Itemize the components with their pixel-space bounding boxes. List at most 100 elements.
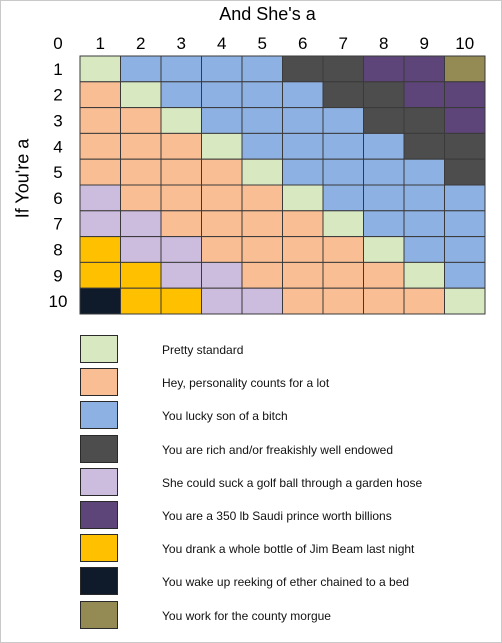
heatmap-cell — [201, 287, 243, 315]
heatmap-cell — [403, 236, 445, 263]
heatmap-cell — [120, 236, 162, 263]
y-tick-label: 4 — [53, 137, 62, 156]
heatmap-cell — [444, 107, 486, 134]
heatmap-cell — [120, 107, 162, 134]
heatmap-cell — [282, 184, 324, 212]
legend-label: You lucky son of a bitch — [162, 409, 288, 424]
heatmap-cell — [403, 261, 445, 289]
heatmap-cell — [444, 236, 486, 263]
heatmap-cell — [79, 184, 121, 212]
legend-label: Pretty standard — [162, 343, 244, 357]
heatmap-cell — [160, 81, 202, 109]
legend-swatch — [80, 335, 118, 363]
legend-item: You are a 350 lb Saudi prince worth bill… — [80, 501, 480, 531]
legend-item: Hey, personality counts for a lot — [80, 368, 480, 398]
heatmap-cell — [282, 210, 324, 238]
heatmap-cell — [363, 55, 405, 83]
heatmap-cell — [241, 287, 283, 315]
heatmap-cell — [201, 184, 243, 212]
y-tick-label: 8 — [53, 241, 62, 260]
heatmap-cell — [79, 107, 121, 134]
legend-item: You drank a whole bottle of Jim Beam las… — [80, 534, 480, 564]
y-tick-label: 3 — [53, 112, 62, 131]
heatmap-cell — [322, 184, 364, 212]
heatmap-cell — [79, 261, 121, 289]
legend-label: You are rich and/or freakishly well endo… — [162, 442, 394, 457]
heatmap-cell — [241, 81, 283, 109]
heatmap-cell — [322, 261, 364, 289]
heatmap-cell — [201, 210, 243, 238]
x-tick-label: 3 — [177, 34, 186, 53]
heatmap-cell — [201, 107, 243, 134]
heatmap-cell — [282, 55, 324, 83]
legend-label: Hey, personality counts for a lot — [162, 376, 330, 391]
heatmap-cell — [160, 107, 202, 134]
legend-item: She could suck a golf ball through a gar… — [80, 467, 480, 498]
heatmap-cell — [241, 132, 283, 160]
heatmap-cell — [160, 236, 202, 263]
heatmap-cell — [322, 55, 364, 83]
heatmap-cell — [403, 287, 445, 315]
heatmap-cell — [403, 107, 445, 134]
heatmap-cell — [363, 107, 405, 134]
heatmap-cell — [241, 236, 283, 263]
heatmap-cell — [363, 81, 405, 109]
heatmap-cell — [201, 55, 243, 83]
heatmap-cell — [322, 287, 364, 315]
legend-swatch — [80, 501, 118, 529]
heatmap-cell — [120, 261, 162, 289]
heatmap-cell — [160, 261, 202, 289]
heatmap-cell — [79, 236, 121, 263]
legend-swatch — [80, 401, 118, 430]
heatmap-cell — [444, 287, 486, 315]
y-tick-label: 2 — [53, 86, 62, 105]
x-tick-label: 2 — [136, 34, 145, 53]
heatmap-cell — [201, 261, 243, 289]
x-tick-label: 1 — [96, 34, 105, 53]
x-tick-label: 4 — [217, 34, 226, 53]
heatmap-cell — [241, 107, 283, 134]
y-tick-label: 10 — [49, 292, 68, 311]
heatmap-cell — [241, 158, 283, 186]
heatmap-cell — [363, 261, 405, 289]
legend-item: You are rich and/or freakishly well endo… — [80, 434, 480, 465]
heatmap-cell — [79, 210, 121, 238]
y-tick-label: 7 — [53, 215, 62, 234]
legend-swatch — [80, 467, 118, 496]
legend-label: You wake up reeking of ether chained to … — [162, 575, 410, 590]
heatmap-cell — [444, 132, 486, 160]
heatmap-cell — [403, 81, 445, 109]
legend-swatch — [80, 434, 118, 463]
heatmap-cell — [322, 107, 364, 134]
heatmap-cell — [120, 132, 162, 160]
heatmap-cell — [120, 55, 162, 83]
heatmap-cell — [282, 81, 324, 109]
heatmap-cell — [282, 132, 324, 160]
x-tick-label: 5 — [258, 34, 267, 53]
heatmap-cell — [444, 81, 486, 109]
heatmap-cell — [322, 81, 364, 109]
heatmap-cell — [120, 184, 162, 212]
heatmap-cell — [79, 81, 121, 109]
chart-title: And She's a — [219, 4, 316, 24]
x-tick-label: 9 — [420, 34, 429, 53]
legend-item: You work for the county morgue — [80, 600, 480, 631]
heatmap-cell — [444, 184, 486, 212]
legend-label: She could suck a golf ball through a gar… — [162, 475, 423, 490]
heatmap-cell — [282, 261, 324, 289]
heatmap-cell — [120, 210, 162, 238]
heatmap-cell — [160, 287, 202, 315]
heatmap-cell — [282, 158, 324, 186]
legend-label: You are a 350 lb Saudi prince worth bill… — [162, 509, 392, 523]
heatmap-cell — [201, 158, 243, 186]
heatmap-cell — [79, 158, 121, 186]
heatmap-cell — [444, 210, 486, 238]
heatmap-cell — [403, 210, 445, 238]
heatmap-cell — [403, 132, 445, 160]
heatmap-cell — [201, 81, 243, 109]
heatmap-cell — [444, 55, 486, 83]
heatmap-cell — [363, 158, 405, 186]
heatmap-cell — [120, 287, 162, 315]
heatmap-cell — [160, 55, 202, 83]
heatmap-cell — [120, 81, 162, 109]
